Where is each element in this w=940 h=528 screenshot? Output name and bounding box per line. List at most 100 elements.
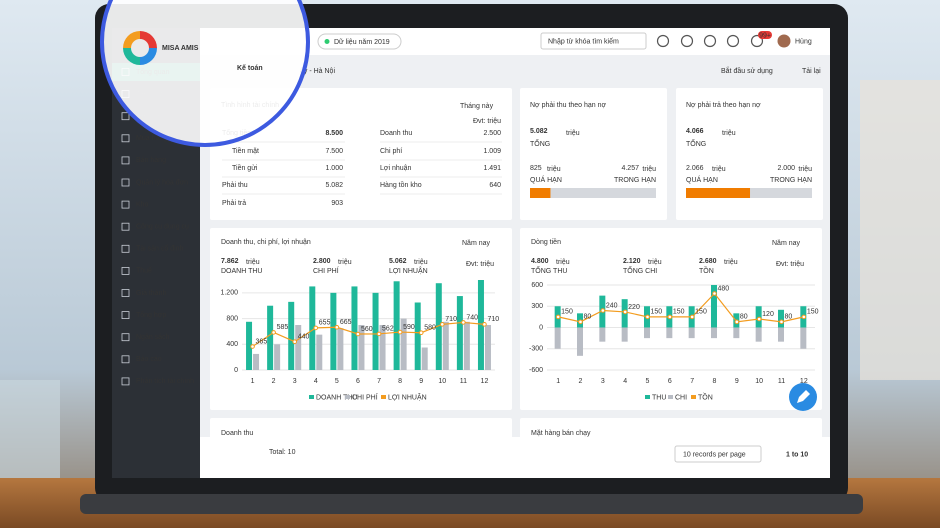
menu-item[interactable]: Quản lý hóa đơn — [136, 179, 188, 186]
row-value: 1.000 — [325, 165, 343, 172]
bar — [666, 327, 673, 339]
search-box[interactable] — [540, 32, 647, 50]
row-value: 8.500 — [325, 130, 343, 137]
row-label: Chi phí — [380, 148, 402, 155]
card — [210, 88, 512, 220]
line — [252, 321, 485, 348]
bar — [733, 327, 740, 339]
row-value: 1.009 — [483, 148, 501, 155]
period-selector[interactable]: Tháng này — [460, 103, 494, 110]
avatar[interactable] — [777, 34, 791, 48]
line — [558, 292, 804, 323]
toolbar-icon[interactable] — [680, 34, 694, 48]
bar — [421, 347, 428, 370]
menu-item[interactable]: Bán hàng — [136, 157, 166, 164]
toolbar-icon[interactable] — [656, 34, 670, 48]
year-pill[interactable] — [317, 33, 402, 50]
menu-item[interactable]: Kho — [136, 201, 149, 208]
menu-icon — [121, 355, 130, 364]
x-tick-label: 6 — [356, 378, 360, 385]
total-value: 5.082 — [530, 128, 548, 135]
legend-label: DOANH THU — [316, 394, 357, 401]
row-label: Doanh thu — [380, 130, 412, 137]
menu-icon — [121, 333, 130, 342]
menu-icon — [121, 289, 130, 297]
period-selector[interactable]: Năm nay — [772, 240, 801, 247]
menu-item[interactable]: Tài sản cố định — [136, 244, 184, 253]
user-name[interactable]: Hùng — [795, 38, 812, 45]
menu-item[interactable]: Ngân sách — [136, 334, 170, 341]
x-tick-label: 1 — [251, 378, 255, 385]
summary-value: 2.120 — [623, 258, 641, 265]
start-link[interactable]: Bắt đầu sử dụng — [721, 66, 773, 75]
overdue-label: QUÁ HẠN — [530, 175, 562, 184]
menu-item[interactable]: Mua hàng — [136, 135, 167, 142]
bar — [358, 325, 365, 370]
bar — [393, 281, 400, 370]
data-label: 120 — [762, 311, 774, 318]
bar — [274, 344, 281, 370]
in-term-value: 2.000 — [777, 165, 795, 172]
menu-item[interactable]: Báo cáo — [136, 356, 162, 363]
in-term-value: 4.257 — [621, 165, 639, 172]
x-tick-label: 10 — [755, 378, 763, 385]
toolbar-icon[interactable] — [703, 34, 717, 48]
menu-item[interactable]: Giá thành — [136, 290, 166, 297]
data-label: 150 — [561, 309, 573, 316]
menu-item[interactable]: Phân tích tài chính — [136, 378, 194, 385]
total-label: TỔNG — [686, 139, 706, 148]
summary-value: 7.862 — [221, 258, 239, 265]
toolbar-icon[interactable] — [750, 34, 764, 48]
menu-item[interactable]: Công cụ dụng cụ — [136, 224, 189, 231]
in-term-unit: triệu — [642, 166, 656, 173]
data-label: 562 — [382, 326, 394, 333]
notification-badge — [758, 31, 772, 39]
page-size[interactable]: 10 records per page — [683, 451, 746, 458]
bar — [477, 280, 484, 370]
summary-unit: triệu — [648, 259, 662, 266]
row-value: 903 — [331, 200, 343, 207]
card-title: Nợ phải trả theo hạn nợ — [686, 102, 761, 109]
bar — [309, 286, 316, 370]
data-label: 365 — [256, 338, 268, 345]
card-title: Dòng tiền — [531, 237, 561, 246]
y-tick-label: 800 — [226, 315, 238, 322]
period-selector[interactable]: Năm nay — [462, 240, 491, 247]
data-label: 655 — [319, 320, 331, 327]
progress-overdue — [530, 188, 551, 198]
summary-value: 2.680 — [699, 258, 717, 265]
line-point — [355, 331, 361, 337]
summary-label: TỔNG CHI — [623, 266, 657, 275]
summary-label: TỔNG THU — [531, 266, 567, 275]
y-tick-label: -300 — [529, 346, 543, 353]
page-size-select[interactable] — [674, 445, 762, 463]
line-point — [461, 320, 466, 325]
card-title: Mặt hàng bán chạy — [531, 430, 591, 437]
menu-icon — [121, 178, 130, 187]
line-point — [756, 316, 762, 322]
menu-icon — [121, 244, 130, 253]
reload-link[interactable]: Tải lại — [802, 68, 821, 75]
legend-label: THU — [652, 394, 666, 401]
menu-item[interactable]: Tổng hợp — [136, 311, 166, 319]
bar — [778, 309, 784, 328]
branch[interactable]: ây - Hà Nội — [300, 68, 335, 75]
line-point — [712, 291, 717, 296]
line-point — [689, 314, 695, 320]
bar — [484, 325, 491, 370]
data-label: 560 — [361, 326, 373, 333]
pencil-icon — [797, 390, 810, 403]
menu-icon — [121, 311, 130, 320]
summary-value: 2.800 — [313, 258, 331, 265]
line-point — [334, 324, 340, 330]
x-tick-label: 12 — [481, 378, 489, 385]
overdue-label: QUÁ HẠN — [686, 175, 718, 184]
x-tick-label: 9 — [735, 378, 739, 385]
overdue-unit: triệu — [547, 166, 561, 173]
line-point — [578, 319, 583, 325]
x-tick-label: 3 — [293, 378, 297, 385]
menu-item[interactable]: Thuế — [136, 266, 152, 275]
notification-count: 99+ — [759, 32, 771, 39]
toolbar-icon[interactable] — [726, 34, 740, 48]
year-selector[interactable]: Dữ liệu năm 2019 — [334, 39, 390, 46]
